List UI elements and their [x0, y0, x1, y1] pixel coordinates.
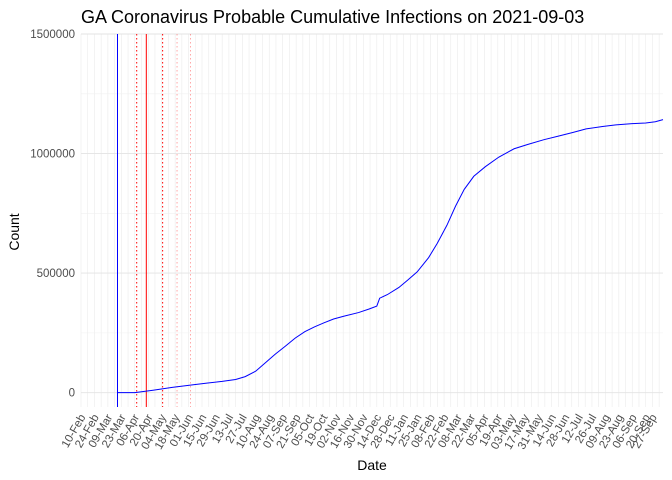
reference-lines — [116, 34, 191, 407]
chart-title: GA Coronavirus Probable Cumulative Infec… — [81, 7, 584, 27]
y-tick-label: 1000000 — [30, 149, 75, 161]
y-tick-label: 0 — [69, 388, 75, 400]
y-tick-label: 1500000 — [30, 29, 75, 41]
y-axis-ticks: 0 500000 1000000 1500000 — [30, 29, 75, 400]
grid — [80, 33, 663, 407]
x-axis-title: Date — [357, 457, 387, 473]
y-tick-label: 500000 — [37, 268, 75, 280]
series-line — [117, 119, 664, 394]
y-axis-title: Count — [6, 213, 22, 250]
x-axis-ticks: 10-Feb24-Feb09-Mar23-Mar06-Apr20-Apr04-M… — [60, 412, 660, 452]
